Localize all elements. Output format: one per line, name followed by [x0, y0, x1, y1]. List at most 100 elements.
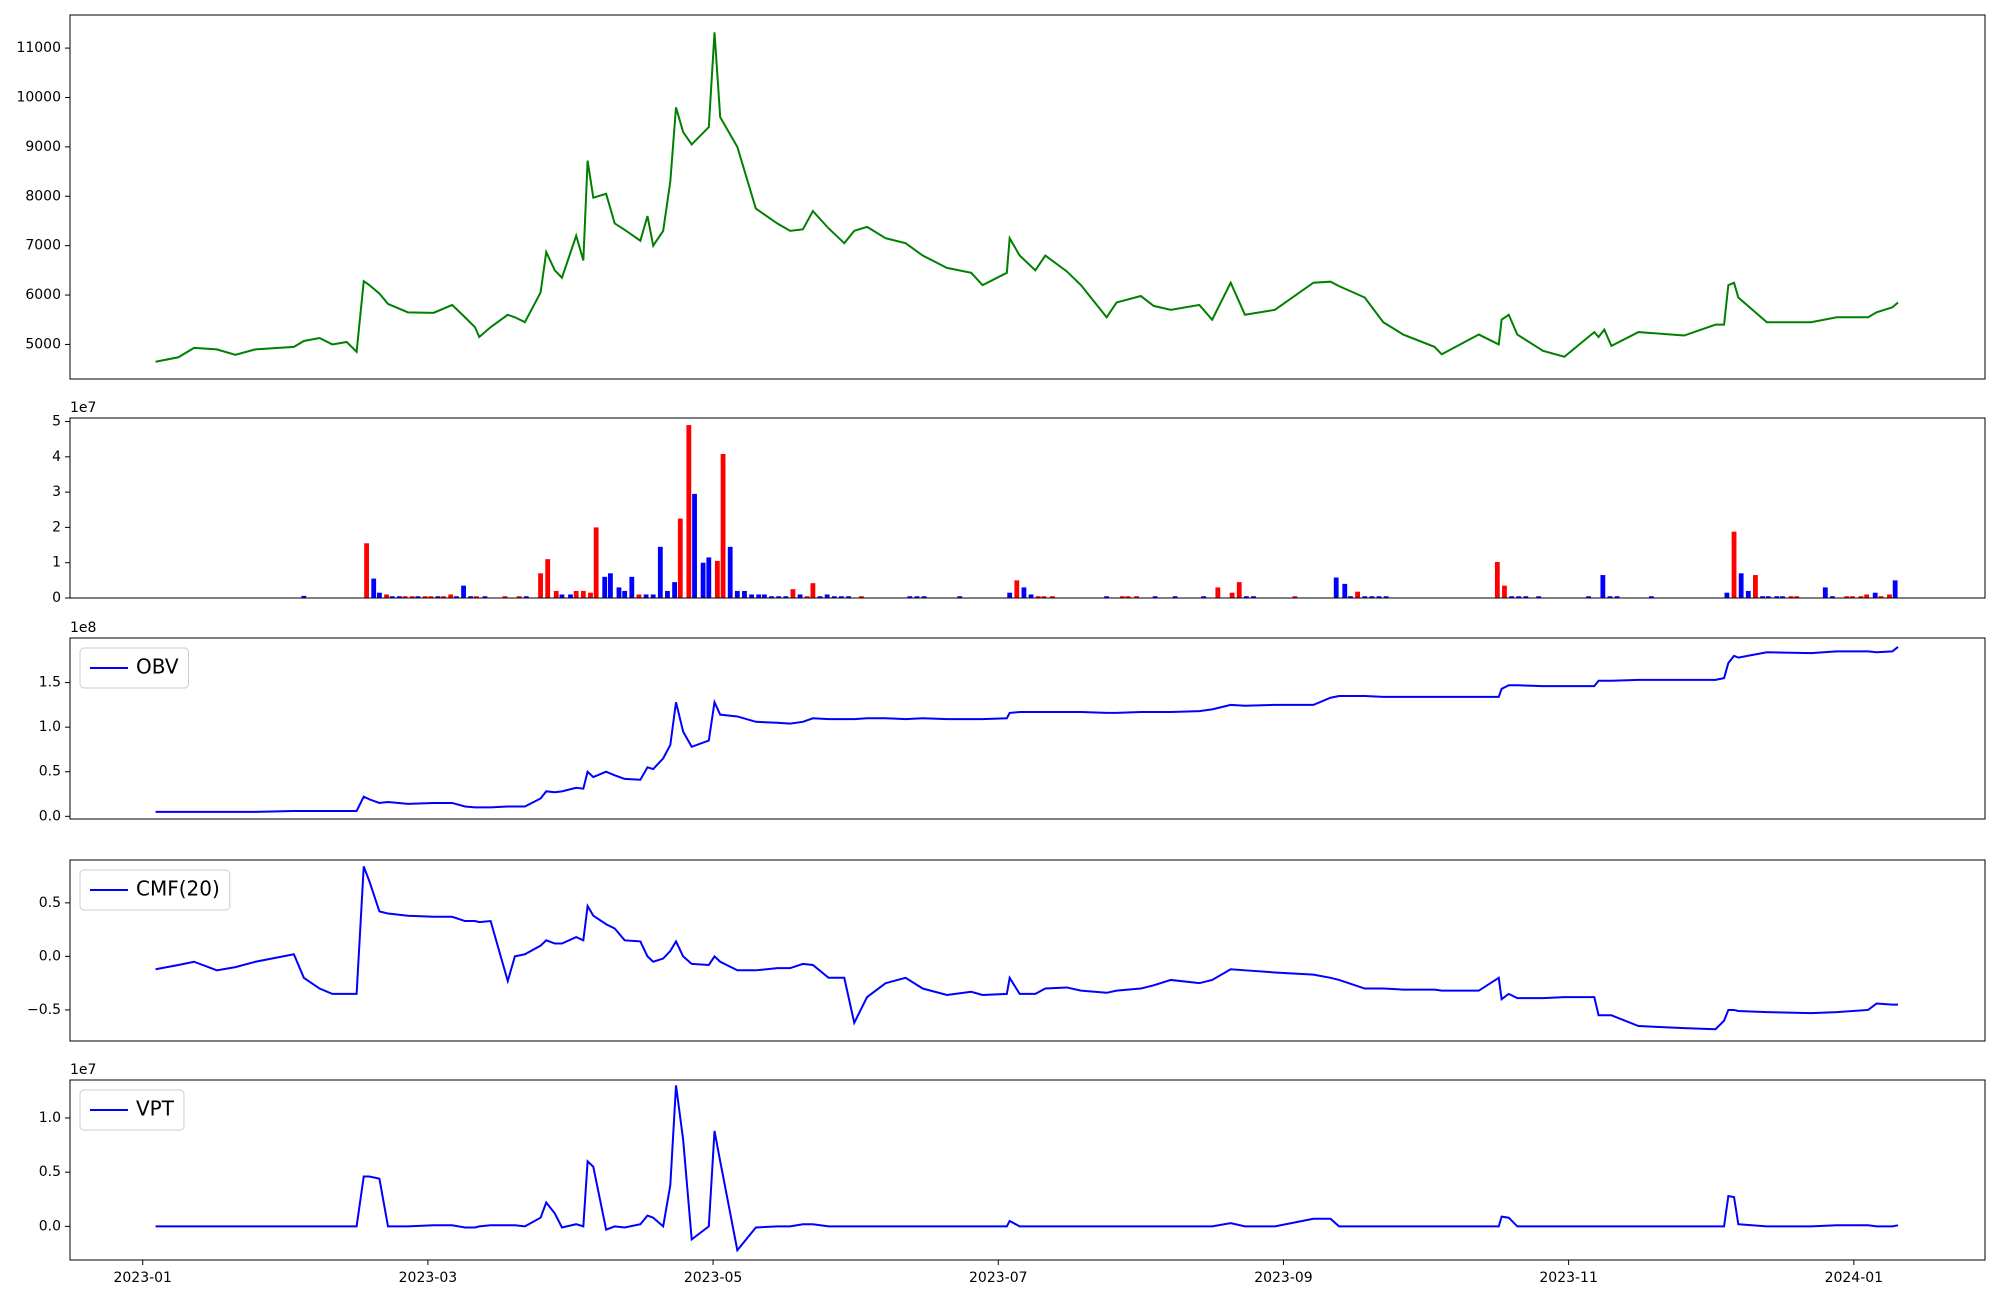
y-tick-label: 4: [52, 449, 61, 465]
y-tick-label: 1.0: [39, 1110, 61, 1126]
bar: [804, 596, 810, 598]
bar: [1172, 596, 1178, 598]
bar: [1516, 596, 1522, 598]
bar: [1844, 596, 1850, 598]
legend-box: [79, 647, 190, 689]
y-tick-label: 3: [52, 484, 61, 500]
axes-frame: [69, 1079, 1986, 1261]
bar: [1243, 596, 1249, 598]
bar: [1523, 596, 1529, 598]
bar: [1738, 573, 1744, 598]
y-tick-label: −0.5: [27, 1002, 61, 1018]
bar: [1152, 596, 1158, 598]
bar: [1892, 580, 1898, 598]
bar: [665, 590, 670, 598]
bar: [1119, 596, 1125, 598]
bar: [545, 559, 551, 598]
bar: [700, 562, 706, 598]
axes-frame: [69, 14, 1986, 380]
bar: [389, 596, 395, 598]
y-tick-label: 0.0: [39, 1218, 61, 1234]
bar: [714, 560, 720, 598]
bar: [1830, 596, 1835, 598]
bar: [706, 557, 712, 598]
axis-offset-label: 1e8: [70, 620, 96, 636]
legend-box: [79, 1089, 185, 1131]
bar: [817, 596, 823, 598]
bar: [846, 596, 851, 598]
bar: [622, 590, 628, 598]
bar: [1600, 575, 1606, 598]
legend: CMF(20): [79, 869, 231, 911]
bar: [921, 596, 927, 598]
legend-box: [79, 869, 231, 911]
bar: [588, 592, 593, 598]
bar: [559, 594, 565, 598]
bar: [692, 493, 697, 598]
bar: [573, 590, 579, 598]
bar: [756, 594, 762, 598]
bar: [454, 596, 459, 598]
bar: [1858, 596, 1864, 598]
y-tick-label: 1.0: [39, 719, 61, 735]
bar: [957, 596, 963, 598]
bar: [1333, 577, 1339, 598]
y-tick-label: 0.5: [39, 1164, 61, 1180]
bar: [1041, 596, 1047, 598]
bar: [428, 596, 434, 598]
bar: [1586, 596, 1591, 598]
bar: [1348, 596, 1353, 598]
bar: [643, 594, 649, 598]
bar: [384, 594, 389, 598]
legend-label: OBV: [136, 655, 179, 679]
y-tick-label: 8000: [25, 188, 61, 204]
bar: [824, 594, 830, 598]
bar: [686, 425, 692, 598]
bar: [616, 587, 622, 598]
bar: [677, 518, 683, 598]
bar: [441, 596, 446, 598]
bar: [727, 546, 733, 598]
bar: [448, 594, 454, 598]
y-tick-label: 5000: [25, 336, 61, 352]
line: [155, 866, 1899, 1031]
bar: [636, 594, 642, 598]
bar: [1502, 585, 1507, 598]
bar: [734, 590, 740, 598]
line: [155, 32, 1899, 363]
axes-frame: [69, 417, 1986, 599]
bar: [1369, 596, 1375, 598]
bar: [1494, 562, 1500, 598]
y-tick-label: 1: [52, 555, 61, 571]
y-tick-label: 0.5: [39, 764, 61, 780]
bar: [1014, 580, 1020, 598]
bar: [1201, 596, 1207, 598]
bar: [1028, 594, 1034, 598]
bar: [602, 576, 608, 598]
bar: [1878, 596, 1884, 598]
bar: [858, 596, 864, 598]
bar: [742, 590, 747, 598]
legend-label: VPT: [136, 1097, 175, 1121]
axis-offset-label: 1e7: [70, 1062, 96, 1078]
bar: [396, 596, 402, 598]
bar: [1292, 596, 1298, 598]
bar: [1864, 594, 1870, 598]
bar: [1376, 596, 1382, 598]
bar: [1021, 587, 1027, 598]
bar: [1251, 596, 1256, 598]
legend: OBV: [79, 647, 190, 689]
y-tick-label: 10000: [16, 89, 61, 105]
bar: [1614, 596, 1620, 598]
bar: [831, 596, 837, 598]
bar: [422, 596, 428, 598]
line: [155, 1085, 1899, 1253]
bar: [650, 594, 656, 598]
y-tick-label: 11000: [16, 40, 61, 56]
axes-frame: [69, 637, 1986, 820]
bar: [1215, 587, 1221, 598]
bar: [1887, 594, 1892, 598]
bar: [1822, 587, 1828, 598]
bar: [720, 454, 726, 598]
